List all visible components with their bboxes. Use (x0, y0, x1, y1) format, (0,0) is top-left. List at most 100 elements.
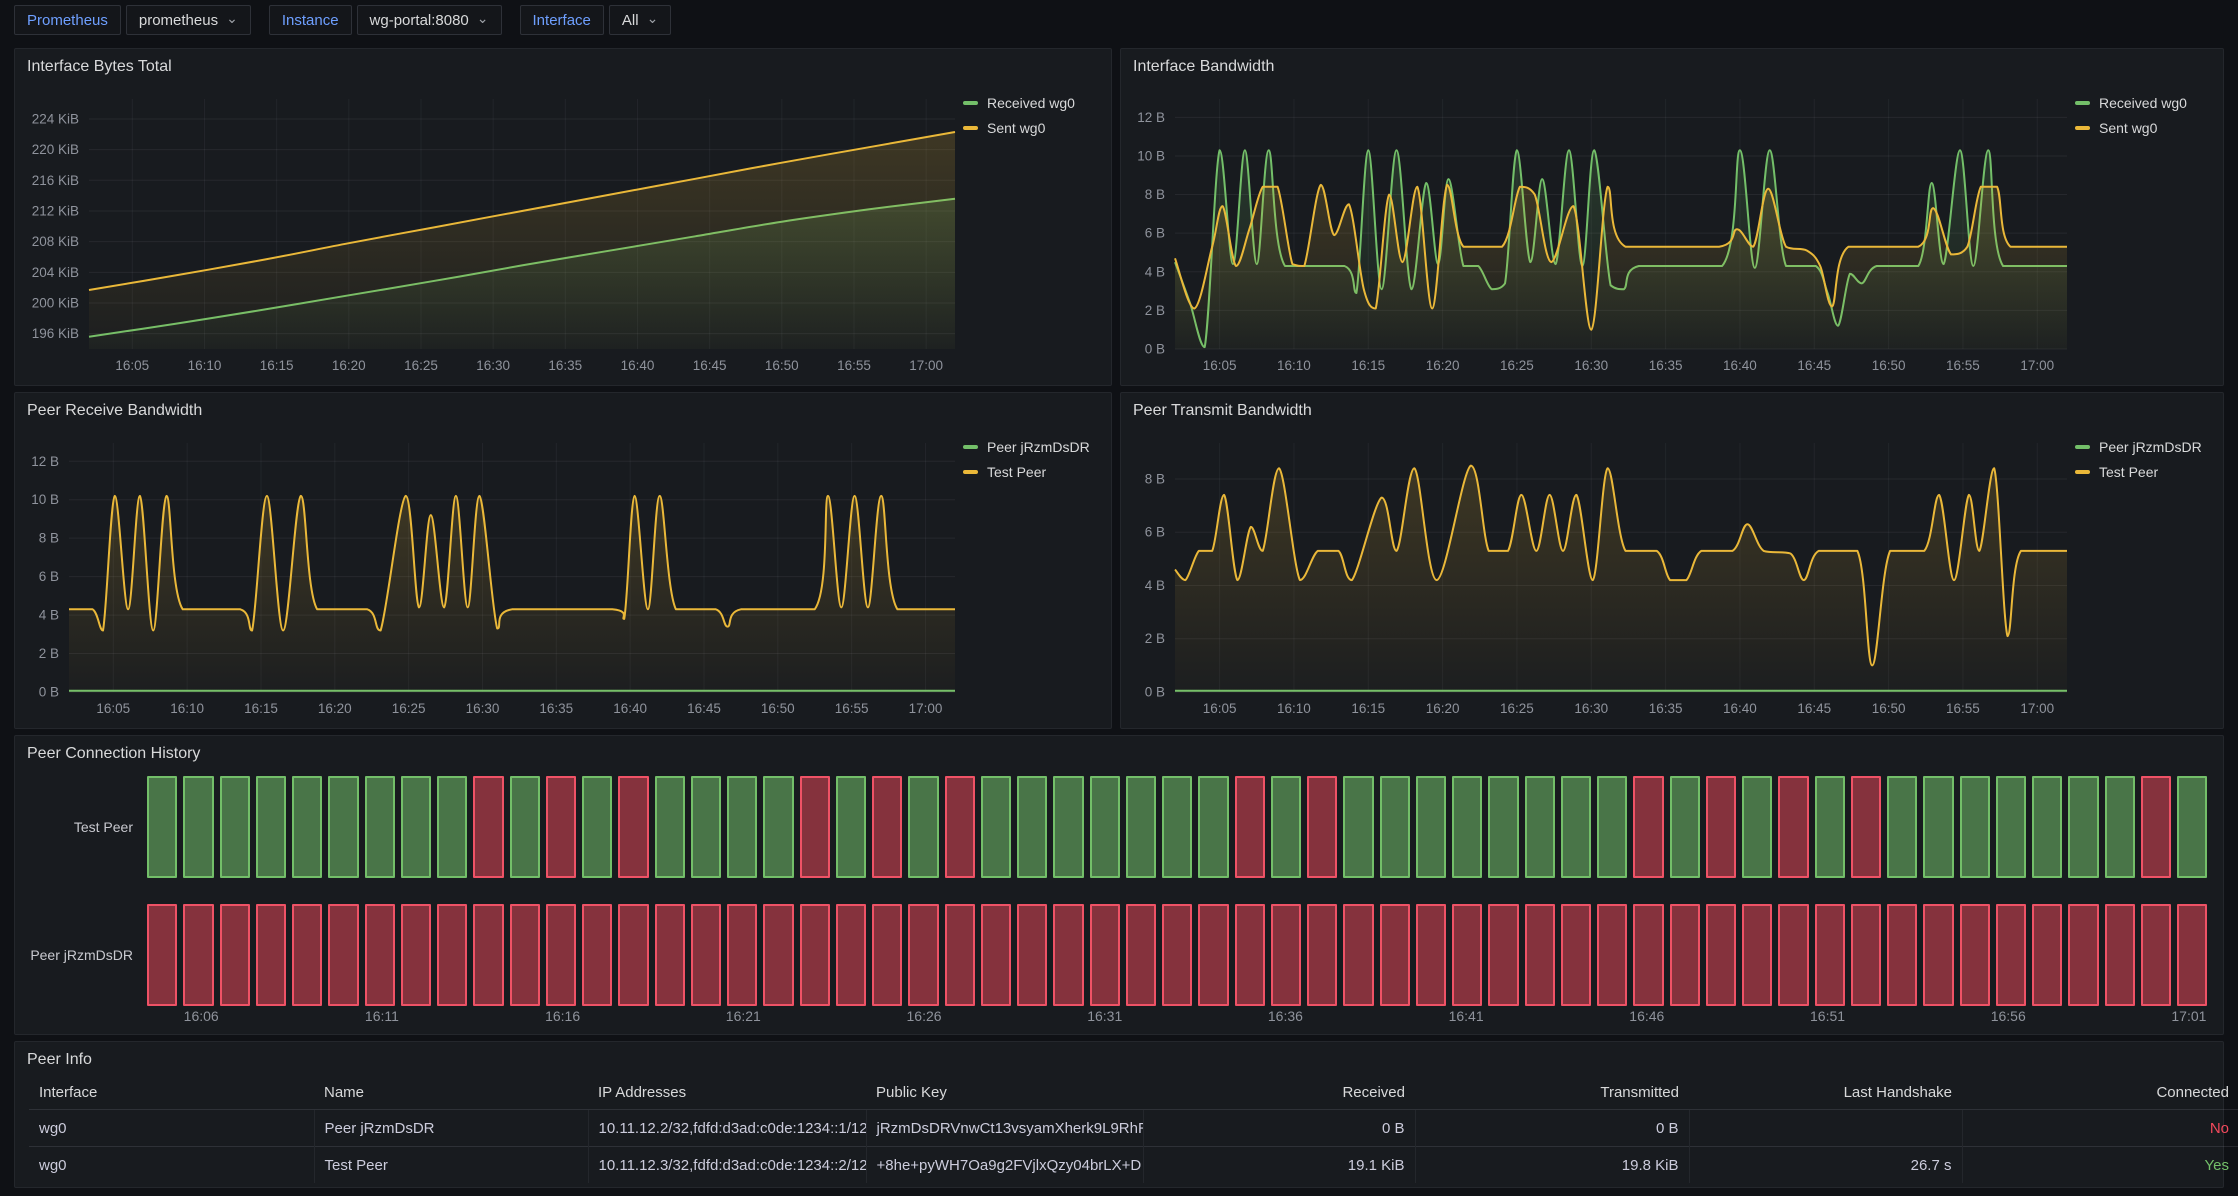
status-history-chart[interactable]: Test Peer Peer jRzmDsDR 16:06 16:11 16:16 16:… (29, 776, 2208, 1024)
x-axis-tick-label: 16:15 (244, 701, 278, 716)
status-bar-up (400, 776, 431, 878)
status-bar-up (1995, 776, 2026, 878)
x-axis-tick-label: 16:50 (1872, 701, 1906, 716)
variable-select-prometheus[interactable]: prometheus ⌄ (125, 5, 251, 35)
legend-item[interactable]: Peer jRzmDsDR (2075, 439, 2213, 455)
y-axis-tick-label: 2 B (1145, 631, 1165, 646)
x-axis-tick-label: 16:45 (687, 701, 721, 716)
panel-interface-bytes-total: Interface Bytes Total 196 KiB 200 KiB 204 … (14, 48, 1112, 386)
status-bars (147, 904, 2208, 1006)
column-header[interactable]: Connected (2156, 1084, 2229, 1101)
status-history-row: Test Peer (29, 776, 2208, 878)
legend-item[interactable]: Test Peer (963, 464, 1101, 480)
chevron-down-icon: ⌄ (226, 10, 238, 26)
column-header[interactable]: Interface (39, 1084, 98, 1101)
x-axis-tick-label: 16:30 (466, 701, 500, 716)
status-bar-down (255, 904, 286, 1006)
status-bar-up (980, 776, 1011, 878)
legend-item[interactable]: Peer jRzmDsDR (963, 439, 1101, 455)
x-axis-tick-label: 16:55 (1946, 701, 1980, 716)
column-header[interactable]: Transmitted (1600, 1084, 1679, 1101)
table-cell: 26.7 s (1688, 1146, 1962, 1183)
x-axis-tick-label: 16:31 (1087, 1008, 1123, 1024)
y-axis-tick-label: 8 B (1145, 471, 1165, 486)
panel-title[interactable]: Peer Receive Bandwidth (27, 402, 203, 419)
x-axis-tick-label: 16:21 (725, 1008, 761, 1024)
table-cell: jRzmDsDRVnwCt13vsyamXherk9L9RhRc (865, 1109, 1143, 1147)
status-bar-up (1198, 776, 1229, 878)
status-bar-down (1452, 904, 1483, 1006)
x-axis-tick-label: 16:10 (1277, 701, 1311, 716)
time-series-chart[interactable]: 0 B 2 B 4 B 6 B 8 B 16:05 16:10 16:15 16:20 16:25… (1129, 429, 2073, 722)
column-header[interactable]: Public Key (876, 1084, 947, 1101)
status-bar-up (1343, 776, 1374, 878)
y-axis-tick-label: 2 B (1145, 303, 1165, 318)
time-series-chart[interactable]: 0 B 2 B 4 B 6 B 8 B 10 B 12 B 16:05 16:10 16:15 16… (1129, 85, 2073, 379)
series-area-yellow (1175, 465, 2067, 692)
legend-item[interactable]: Sent wg0 (2075, 120, 2213, 136)
variable-select-instance[interactable]: wg-portal:8080 ⌄ (356, 5, 502, 35)
status-bar-down (2104, 904, 2135, 1006)
legend-label: Test Peer (2099, 464, 2159, 480)
legend-item[interactable]: Received wg0 (963, 95, 1101, 111)
status-bar-down (944, 904, 975, 1006)
column-header[interactable]: IP Addresses (598, 1084, 687, 1101)
status-bar-down (545, 776, 576, 878)
status-bar-down (763, 904, 794, 1006)
x-axis-tick-label: 16:50 (765, 358, 799, 373)
y-axis-tick-label: 224 KiB (32, 111, 79, 126)
status-bar-up (2068, 776, 2099, 878)
x-axis-tick-label: 16:10 (1277, 358, 1311, 373)
time-series-chart[interactable]: 0 B 2 B 4 B 6 B 8 B 10 B 12 B 16:05 16:10 16:15 16… (23, 429, 961, 722)
status-bar-down (582, 904, 613, 1006)
status-bar-down (1270, 904, 1301, 1006)
x-axis-tick-label: 16:40 (1723, 701, 1757, 716)
panel-interface-bandwidth: Interface Bandwidth 0 B 2 B 4 B 6 B 8 B 10 B 1… (1120, 48, 2224, 386)
status-bar-up (364, 776, 395, 878)
status-bar-up (763, 776, 794, 878)
status-bar-up (2104, 776, 2135, 878)
column-header[interactable]: Last Handshake (1843, 1084, 1952, 1101)
x-axis-tick-label: 16:40 (1723, 358, 1757, 373)
y-axis-tick-label: 212 KiB (32, 203, 79, 218)
y-axis-tick-label: 8 B (39, 531, 59, 546)
time-series-chart[interactable]: 196 KiB 200 KiB 204 KiB 208 KiB 212 KiB 216 K… (23, 85, 961, 379)
chart-legend: Received wg0 Sent wg0 (963, 95, 1101, 136)
legend-label: Sent wg0 (987, 120, 1046, 136)
status-bar-down (1923, 904, 1954, 1006)
column-header[interactable]: Received (1342, 1084, 1405, 1101)
status-bar-up (255, 776, 286, 878)
variable-label-interface: Interface (519, 5, 604, 35)
variable-select-interface[interactable]: All ⌄ (608, 5, 672, 35)
status-bar-down (1343, 904, 1374, 1006)
x-axis-tick-label: 16:16 (545, 1008, 581, 1024)
status-bar-down (545, 904, 576, 1006)
legend-item[interactable]: Test Peer (2075, 464, 2213, 480)
variable-prometheus: Prometheus prometheus ⌄ (14, 5, 251, 35)
chevron-down-icon: ⌄ (646, 10, 659, 26)
x-axis-tick-label: 16:55 (835, 701, 869, 716)
panel-title[interactable]: Interface Bandwidth (1133, 58, 1275, 75)
legend-item[interactable]: Received wg0 (2075, 95, 2213, 111)
table-cell: 10.11.12.3/32,fdfd:d3ad:c0de:1234::2/128 (587, 1146, 866, 1183)
status-bar-down (1415, 904, 1446, 1006)
panel-title[interactable]: Interface Bytes Total (27, 58, 172, 75)
legend-label: Sent wg0 (2099, 120, 2158, 136)
panel-title[interactable]: Peer Connection History (27, 745, 201, 762)
panel-title[interactable]: Peer Info (27, 1051, 92, 1068)
legend-label: Peer jRzmDsDR (2099, 439, 2202, 455)
table-cell: Yes (1961, 1146, 2238, 1183)
status-bar-up (1053, 776, 1084, 878)
dashboard-toolbar: Prometheus prometheus ⌄ Instance wg-port… (0, 0, 2238, 40)
x-axis-tick-label: 16:25 (1500, 701, 1534, 716)
table-row: wg0 Test Peer 10.11.12.3/32,fdfd:d3ad:c0de… (29, 1146, 2238, 1183)
x-axis-tick-label: 17:01 (2171, 1008, 2207, 1024)
legend-item[interactable]: Sent wg0 (963, 120, 1101, 136)
legend-swatch (2075, 470, 2090, 474)
x-axis-tick-label: 16:30 (1574, 701, 1608, 716)
column-header[interactable]: Name (324, 1084, 365, 1101)
x-axis-tick-label: 16:35 (1649, 701, 1683, 716)
status-bar-up (183, 776, 214, 878)
y-axis-tick-label: 0 B (1145, 342, 1165, 357)
panel-title[interactable]: Peer Transmit Bandwidth (1133, 402, 1312, 419)
